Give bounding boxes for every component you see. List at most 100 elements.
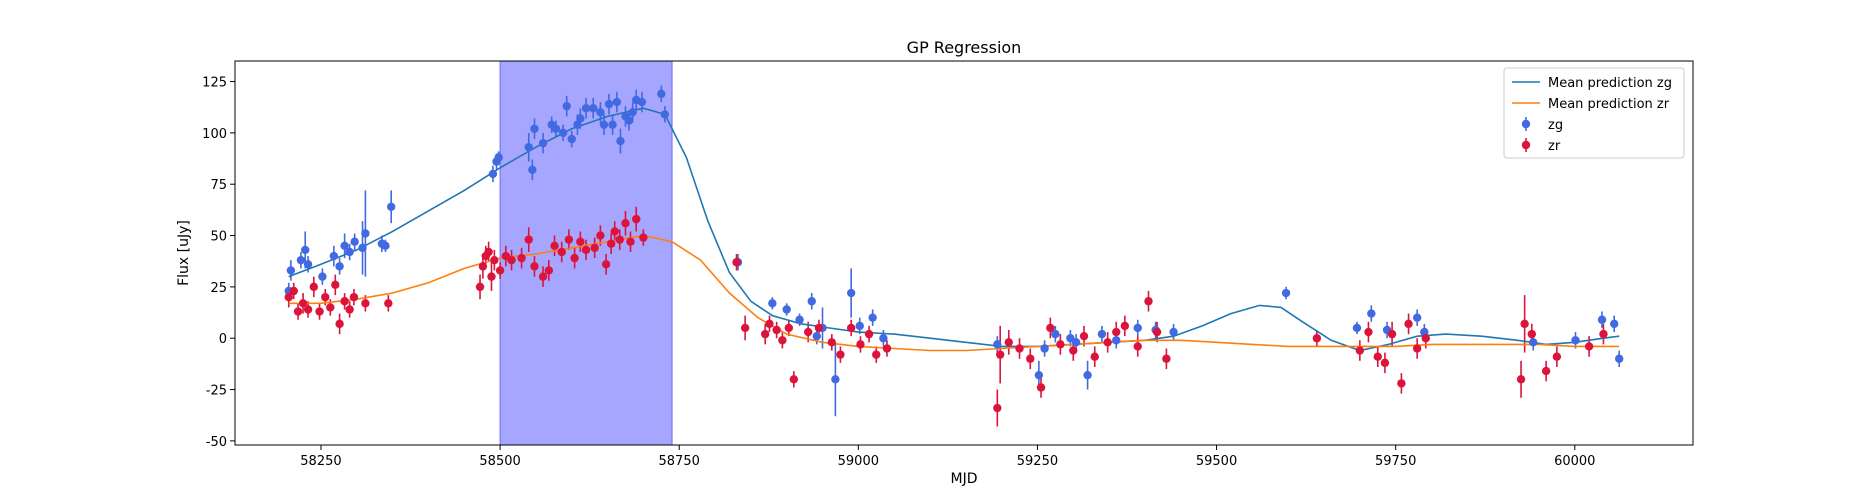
x-axis-ticks: 58250 58500 58750 59000 59250 59500 59750 60000 xyxy=(300,445,1595,469)
x-tick-label: 59750 xyxy=(1375,454,1416,469)
point-zg xyxy=(345,247,354,257)
point-zr xyxy=(864,329,874,339)
point-zr xyxy=(836,350,845,359)
point-zr xyxy=(1144,297,1153,306)
y-tick-label: -50 xyxy=(206,435,227,450)
legend-label-zg: zg xyxy=(1548,118,1563,133)
point-zg xyxy=(616,136,625,146)
plot-frame xyxy=(234,60,1694,446)
point-zr xyxy=(1421,334,1430,343)
point-zr xyxy=(289,286,298,296)
legend-box xyxy=(1503,67,1685,159)
point-zr xyxy=(576,237,585,246)
point-zg xyxy=(1071,338,1081,347)
point-zr xyxy=(345,305,354,314)
point-zg xyxy=(1034,370,1044,380)
legend-marker-zg xyxy=(1521,119,1531,129)
point-zr xyxy=(778,336,787,345)
point-zr xyxy=(517,253,526,263)
point-zg xyxy=(608,120,617,129)
point-zr xyxy=(530,262,539,271)
point-zg xyxy=(1051,329,1060,339)
point-zr xyxy=(590,243,599,253)
point-zr xyxy=(487,272,496,281)
point-zr xyxy=(361,299,370,308)
point-zg xyxy=(1169,327,1178,337)
point-zr xyxy=(846,323,856,333)
point-zr xyxy=(765,319,774,329)
point-zg xyxy=(831,375,840,384)
point-zg xyxy=(538,138,548,148)
point-zr xyxy=(581,245,591,255)
y-tick-label: 0 xyxy=(219,332,227,347)
point-zr xyxy=(596,231,605,240)
point-zg xyxy=(524,143,533,152)
point-zr xyxy=(1387,329,1397,339)
point-zr xyxy=(478,262,488,271)
point-zr xyxy=(601,260,611,269)
x-tick-label: 58500 xyxy=(479,454,520,469)
point-zg xyxy=(558,128,568,138)
point-zr xyxy=(564,235,574,244)
point-zg xyxy=(1609,319,1619,329)
point-zg xyxy=(782,305,791,314)
point-zr xyxy=(1373,352,1382,361)
x-tick-label: 59250 xyxy=(1017,454,1058,469)
point-zg xyxy=(868,313,877,322)
point-zr xyxy=(1152,327,1162,337)
point-zg xyxy=(612,97,622,107)
point-zr xyxy=(803,327,813,337)
point-zr xyxy=(550,241,559,251)
point-zr xyxy=(1090,352,1099,361)
point-zr xyxy=(331,280,340,290)
point-zr xyxy=(1133,342,1142,351)
point-zr xyxy=(882,344,892,353)
y-tick-label: -25 xyxy=(206,384,227,399)
point-zr xyxy=(1046,323,1055,333)
point-zr xyxy=(490,255,499,265)
point-zr xyxy=(639,233,648,242)
point-zg xyxy=(1281,288,1291,298)
point-zr xyxy=(856,340,865,349)
point-zg xyxy=(624,116,634,125)
point-zg xyxy=(1412,313,1422,322)
point-zr xyxy=(484,247,493,257)
point-zr xyxy=(284,292,293,302)
point-zr xyxy=(1355,346,1365,355)
point-zg xyxy=(528,165,537,175)
point-zr xyxy=(321,292,330,302)
point-zr xyxy=(784,323,794,333)
point-zr xyxy=(1120,321,1130,331)
point-zg xyxy=(596,108,605,117)
point-zg xyxy=(1615,354,1624,363)
point-zr xyxy=(1552,352,1562,361)
legend-label-mean-prediction-zr: Mean prediction zr xyxy=(1548,97,1670,112)
point-zr xyxy=(1079,331,1089,341)
point-zg xyxy=(846,288,856,298)
y-tick-label: 25 xyxy=(210,281,227,296)
point-zr xyxy=(1103,338,1112,347)
point-zg xyxy=(795,315,804,324)
point-zr xyxy=(495,266,505,275)
point-zr xyxy=(732,258,741,267)
point-zr xyxy=(1380,358,1390,368)
point-zr xyxy=(475,282,485,292)
point-zr xyxy=(1520,319,1529,329)
legend: Mean prediction zg Mean prediction zr zg zr xyxy=(1503,67,1685,159)
point-zg xyxy=(807,297,816,306)
point-zr xyxy=(1056,340,1065,349)
x-tick-label: 60000 xyxy=(1554,454,1595,469)
point-zr xyxy=(632,214,641,224)
point-zg xyxy=(812,331,821,341)
point-zr xyxy=(538,272,548,281)
point-zg xyxy=(1352,323,1362,333)
point-zr xyxy=(1069,346,1078,355)
point-zg xyxy=(551,124,561,133)
point-zg xyxy=(301,245,310,255)
point-zr xyxy=(557,247,566,257)
point-zg xyxy=(576,114,585,123)
point-zg xyxy=(1083,370,1092,380)
point-zg xyxy=(993,340,1002,349)
point-zr xyxy=(626,237,635,246)
legend-label-zr: zr xyxy=(1548,139,1561,154)
